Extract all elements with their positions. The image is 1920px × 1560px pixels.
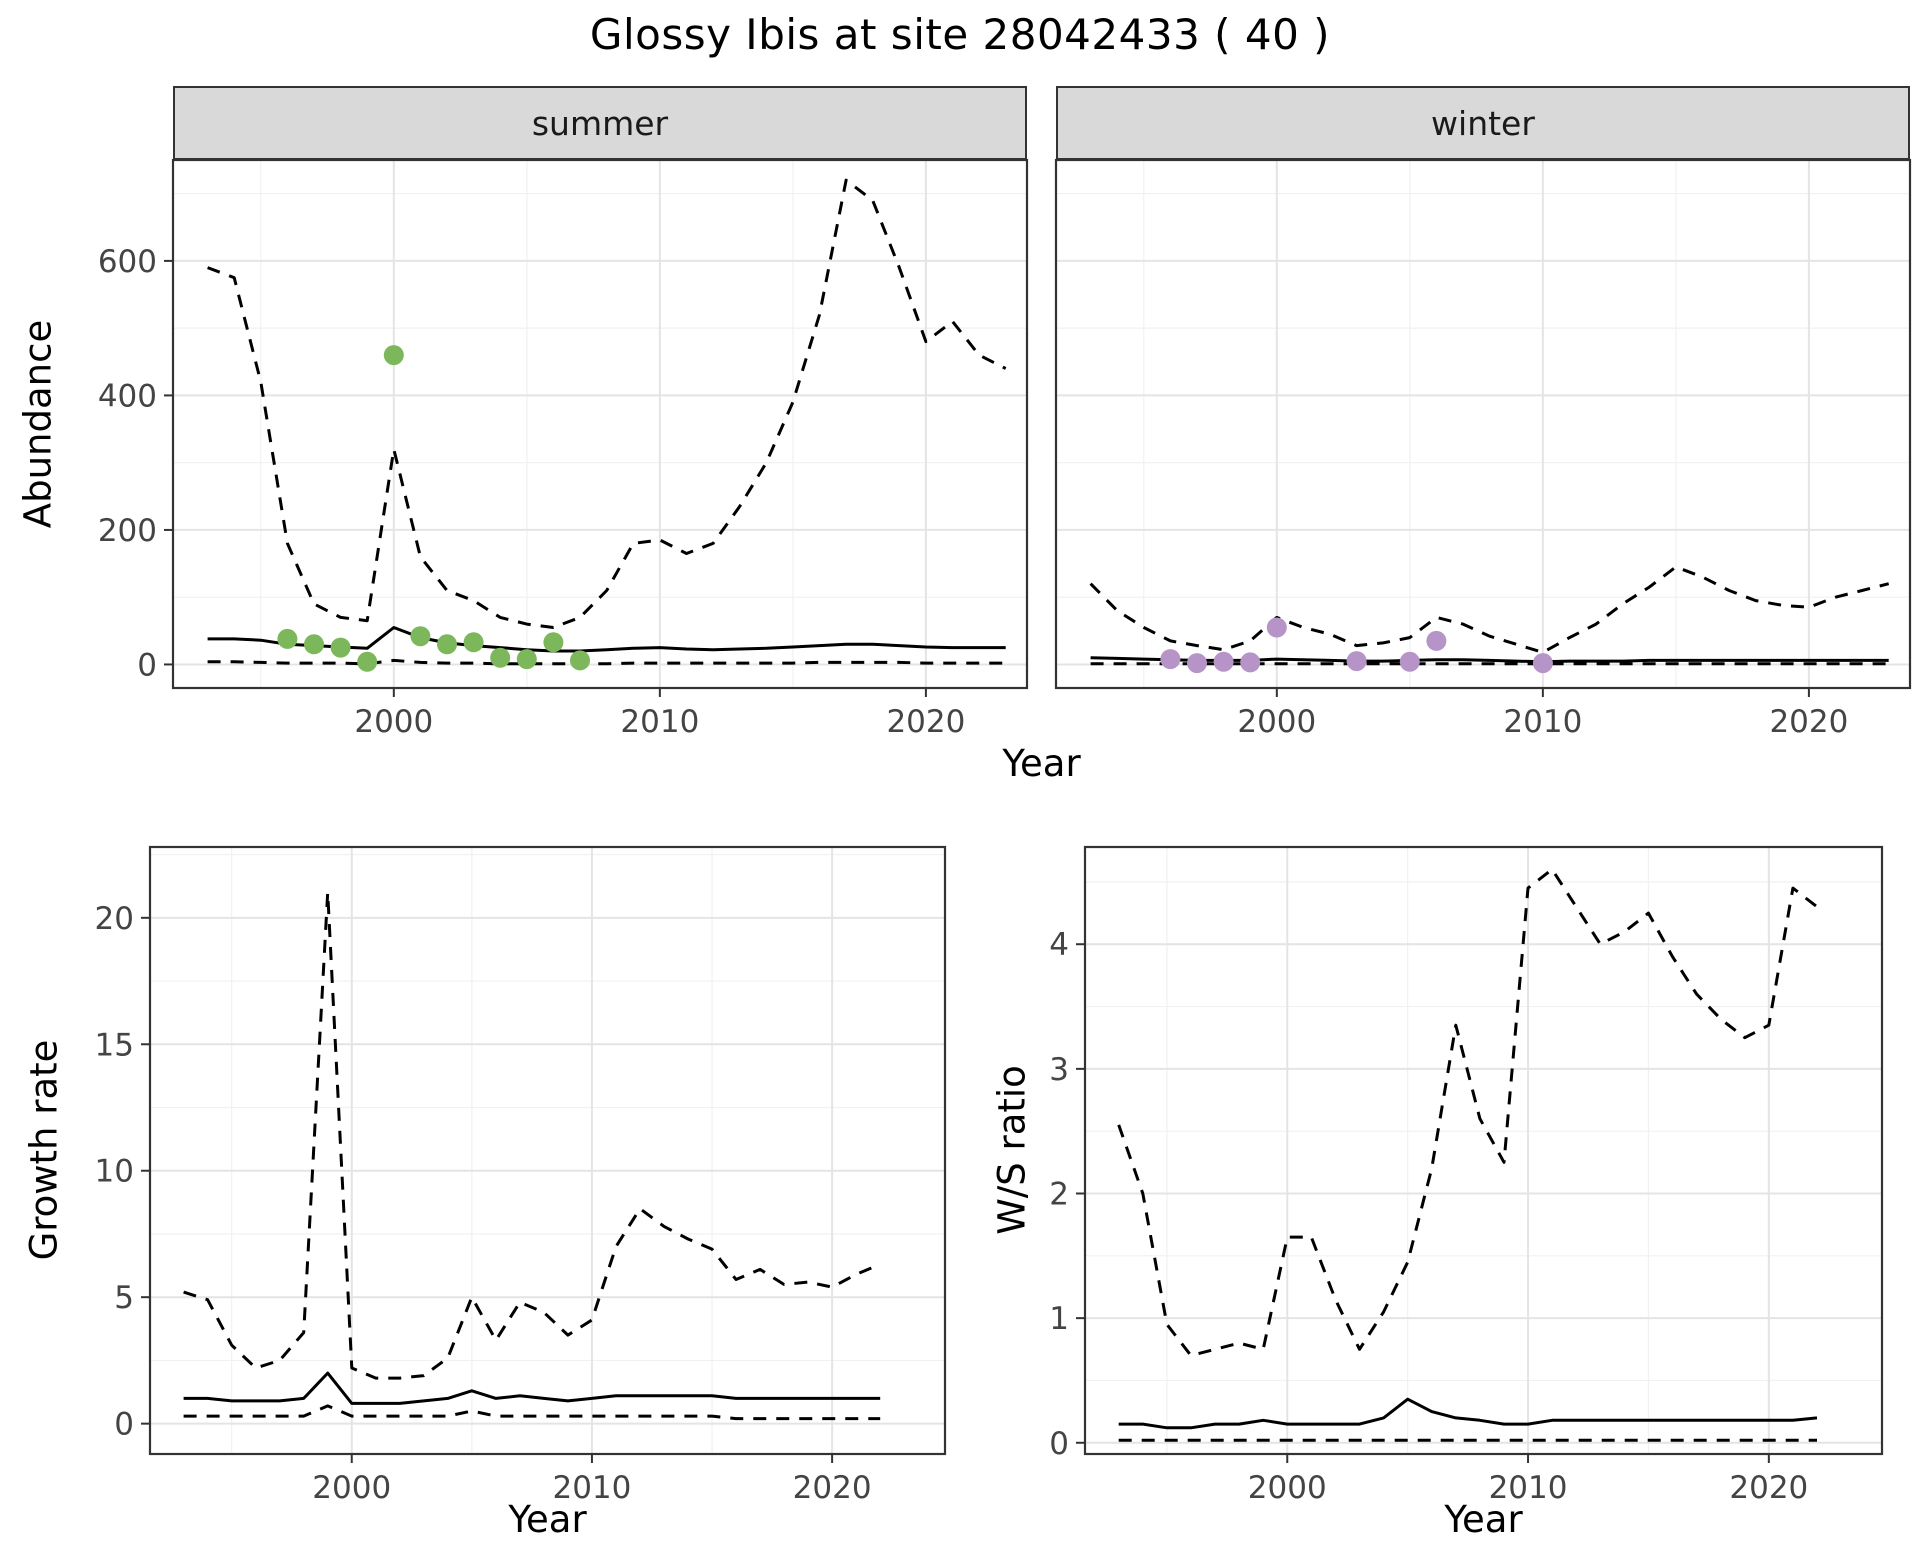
data-point [490, 647, 511, 668]
x-tick-label: 2000 [354, 704, 433, 740]
grid-major [1056, 160, 1910, 688]
x-tick-label: 2020 [1729, 1470, 1808, 1506]
data-point [1187, 653, 1207, 674]
series-group-ws_ratio [1117, 867, 1818, 1442]
data-point [1240, 652, 1261, 673]
y-tick-label: 1 [1049, 1301, 1069, 1337]
series-upper_ci [1117, 867, 1818, 1357]
series-upper_ci [183, 891, 881, 1380]
y-tick-label: 400 [98, 378, 157, 414]
data-point [357, 651, 378, 672]
data-point [330, 637, 351, 658]
series-lower_ci [183, 1404, 881, 1421]
x-axis-title-year-top: Year [1002, 742, 1081, 785]
y-axis-title-abundance-text: Abundance [16, 319, 60, 529]
data-point [543, 632, 564, 653]
points-observed_counts_winter [1160, 617, 1553, 674]
x-axis-title-year-ws: Year [1444, 1498, 1523, 1541]
series-median [183, 1371, 881, 1405]
grid-major [1085, 847, 1882, 1454]
x-tick-label: 2010 [1489, 1470, 1568, 1506]
facet-label-winter: winter [1431, 103, 1535, 143]
grid-minor [150, 847, 945, 1454]
x-tick-label: 2010 [620, 704, 699, 740]
panel-background [1056, 160, 1910, 688]
panel-growth_rate: 2000 2010 2020 0 5 10 15 20 [95, 845, 947, 1506]
data-point [277, 628, 298, 649]
panel-background [173, 160, 1027, 688]
y-tick-label: 4 [1049, 927, 1069, 963]
panel-background [1085, 847, 1882, 1454]
x-axis-title-year-growth: Year [508, 1498, 587, 1541]
y-axis-ticks: 0 5 10 15 20 [95, 901, 150, 1443]
y-tick-label: 0 [137, 647, 157, 683]
x-tick-label: 2010 [1503, 704, 1582, 740]
panel-border [171, 158, 1029, 690]
y-axis-title-ws-ratio-text: W/S ratio [990, 1065, 1034, 1235]
data-point [463, 632, 484, 653]
series-lower_ci [207, 658, 1006, 666]
points-observed_counts_summer [277, 345, 590, 672]
y-tick-label: 0 [1049, 1426, 1069, 1462]
panel-border [1083, 845, 1884, 1456]
chart-title: Glossy Ibis at site 28042433 ( 40 ) [589, 10, 1331, 59]
y-tick-label: 3 [1049, 1052, 1069, 1088]
x-tick-label: 2000 [1248, 1470, 1327, 1506]
x-axis-ticks: 2000 2010 2020 [312, 1454, 872, 1506]
panel-ws_ratio: 2000 2010 2020 0 1 2 3 4 [1049, 845, 1884, 1506]
y-tick-label: 15 [95, 1027, 134, 1063]
grid-minor [1085, 847, 1882, 1454]
y-axis-ticks: 0 200 400 600 [98, 244, 173, 683]
series-group-abundance_winter [1089, 565, 1890, 674]
data-point [383, 345, 404, 366]
data-point [1346, 651, 1367, 672]
y-tick-label: 2 [1049, 1177, 1069, 1213]
x-tick-label: 2010 [552, 1470, 631, 1506]
x-tick-label: 2020 [793, 1470, 872, 1506]
data-point [1399, 651, 1420, 672]
y-tick-label: 600 [98, 244, 157, 280]
panel-border [148, 845, 947, 1456]
data-point [410, 626, 431, 647]
series-group-growth_rate [183, 891, 881, 1421]
y-tick-label: 0 [114, 1407, 134, 1443]
panel-background [150, 847, 945, 1454]
data-point [1532, 653, 1553, 674]
panel-border [1054, 158, 1912, 690]
data-point [437, 634, 457, 655]
y-tick-label: 5 [114, 1280, 134, 1316]
facet-strip-summer: summer [173, 86, 1027, 160]
series-upper_ci [1089, 565, 1890, 654]
series-upper_ci [207, 178, 1007, 629]
data-point [1160, 649, 1181, 670]
y-axis-title-growth-rate-text: Growth rate [22, 1039, 66, 1261]
data-point [1213, 651, 1234, 672]
series-median [1118, 1397, 1818, 1430]
y-tick-label: 20 [95, 901, 134, 937]
x-tick-label: 2020 [1769, 704, 1848, 740]
x-tick-label: 2020 [886, 704, 965, 740]
data-point [570, 650, 590, 671]
y-tick-label: 10 [95, 1154, 134, 1190]
data-point [1426, 630, 1447, 651]
facet-strip-winter: winter [1056, 86, 1910, 160]
facet-label-summer: summer [531, 103, 669, 143]
x-tick-label: 2000 [1237, 704, 1316, 740]
data-point [304, 634, 324, 655]
x-axis-ticks: 2000 2010 2020 [354, 688, 965, 740]
y-axis-ticks: 0 1 2 3 4 [1049, 927, 1085, 1462]
panel-abundance_winter: 2000 2010 2020 [1054, 158, 1912, 740]
x-axis-ticks: 2000 2010 2020 [1237, 688, 1848, 740]
grid-minor [1056, 160, 1910, 688]
grid-major [150, 847, 945, 1454]
y-tick-label: 200 [98, 513, 157, 549]
x-tick-label: 2000 [312, 1470, 391, 1506]
data-point [516, 649, 537, 670]
series-group-abundance_summer [207, 178, 1007, 672]
x-axis-ticks: 2000 2010 2020 [1248, 1454, 1808, 1506]
panel-abundance_summer: 2000 2010 2020 0 200 400 600 [98, 158, 1029, 740]
data-point [1266, 617, 1287, 638]
